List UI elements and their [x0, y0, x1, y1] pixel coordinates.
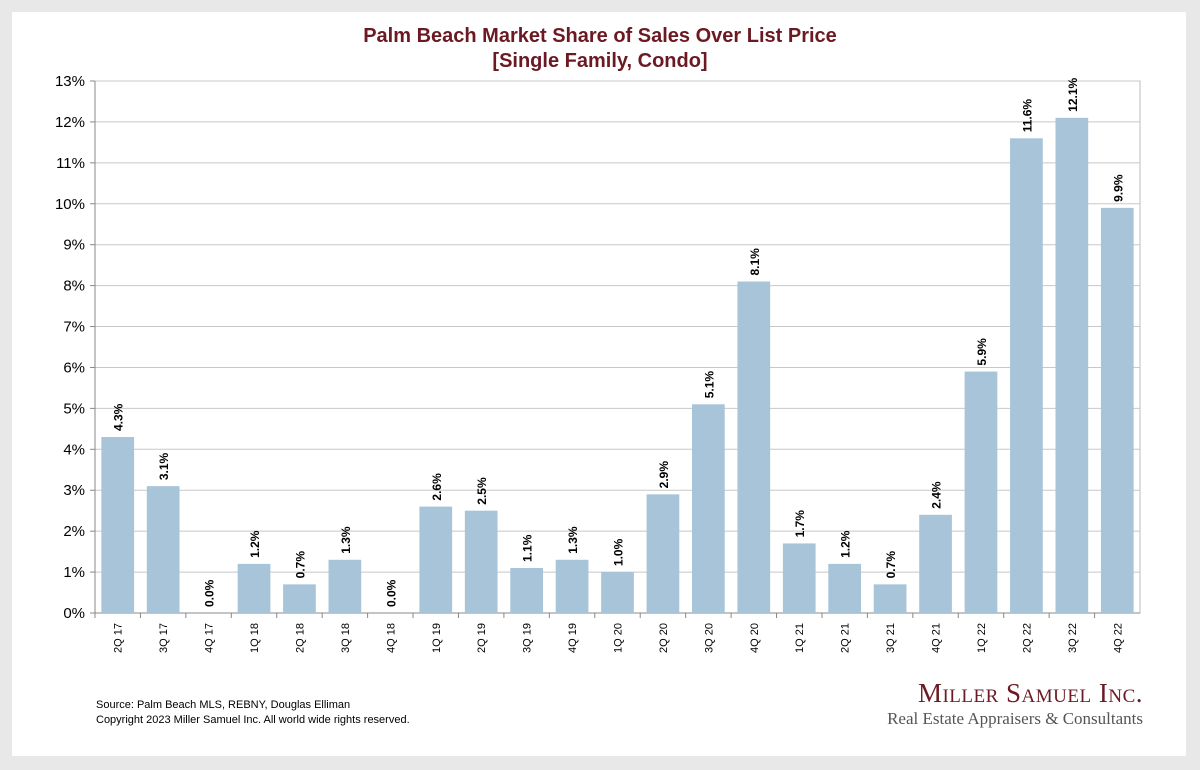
bar	[555, 559, 589, 613]
data-label: 5.9%	[975, 338, 989, 366]
x-tick-label: 1Q 19	[431, 623, 443, 653]
data-label: 0.7%	[884, 551, 898, 579]
x-tick-label: 2Q 17	[113, 623, 125, 653]
x-tick-label: 2Q 20	[658, 623, 670, 653]
x-tick-label: 2Q 21	[840, 623, 852, 653]
data-label: 1.3%	[339, 526, 353, 554]
chart-title: Palm Beach Market Share of Sales Over Li…	[363, 25, 837, 47]
x-tick-label: 3Q 18	[340, 623, 352, 653]
x-tick-label: 4Q 18	[385, 623, 397, 653]
data-label: 2.9%	[657, 461, 671, 489]
x-tick-label: 1Q 20	[613, 623, 625, 653]
data-label: 2.5%	[475, 477, 489, 505]
bar	[283, 584, 316, 613]
data-label: 3.1%	[157, 452, 171, 480]
y-tick-label: 1%	[63, 564, 85, 581]
chart-title-block: Palm Beach Market Share of Sales Over Li…	[0, 24, 1200, 74]
x-tick-label: 4Q 21	[931, 623, 943, 653]
x-tick-label: 3Q 20	[703, 623, 715, 653]
brand-logo: Miller Samuel Inc. Real Estate Appraiser…	[887, 678, 1143, 730]
y-tick-label: 8%	[63, 278, 85, 295]
bar	[919, 514, 952, 613]
bar	[1010, 138, 1043, 614]
y-tick-label: 2%	[63, 523, 85, 540]
bar	[146, 486, 180, 613]
chart-subtitle: [Single Family, Condo]	[492, 50, 708, 72]
data-label: 11.6%	[1020, 99, 1034, 133]
y-tick-label: 11%	[56, 155, 85, 172]
data-label: 1.7%	[793, 510, 807, 538]
bar	[646, 494, 680, 613]
data-label: 1.2%	[248, 530, 262, 558]
x-tick-label: 4Q 20	[749, 623, 761, 653]
data-label: 1.0%	[612, 538, 626, 566]
x-tick-label: 3Q 21	[885, 623, 897, 653]
data-label: 4.3%	[112, 403, 126, 431]
data-label: 12.1%	[1066, 77, 1080, 111]
y-tick-label: 5%	[63, 400, 85, 417]
bar	[328, 559, 362, 613]
y-tick-label: 0%	[63, 605, 85, 622]
bar	[237, 563, 271, 613]
x-tick-label: 3Q 22	[1067, 623, 1079, 653]
data-label: 0.0%	[384, 579, 398, 607]
brand-tagline: Real Estate Appraisers & Consultants	[887, 709, 1143, 728]
bar	[1055, 117, 1089, 613]
bar	[1100, 207, 1134, 613]
data-label: 8.1%	[748, 248, 762, 276]
source-note: Source: Palm Beach MLS, REBNY, Douglas E…	[96, 699, 351, 711]
x-tick-label: 4Q 19	[567, 623, 579, 653]
data-label: 9.9%	[1111, 174, 1125, 202]
data-label: 1.3%	[566, 526, 580, 554]
x-tick-label: 1Q 22	[976, 623, 988, 653]
x-tick-label: 4Q 17	[204, 623, 216, 653]
data-label: 5.1%	[702, 371, 716, 399]
data-label: 0.0%	[203, 579, 217, 607]
data-label: 1.1%	[521, 534, 535, 562]
bar	[419, 506, 453, 613]
brand-name: Miller Samuel Inc.	[917, 678, 1143, 708]
y-tick-label: 13%	[55, 73, 85, 90]
x-tick-label: 2Q 19	[476, 623, 488, 653]
bar	[601, 572, 634, 613]
data-label: 0.7%	[293, 551, 307, 579]
bar	[692, 404, 725, 613]
y-tick-label: 4%	[63, 441, 85, 458]
y-tick-label: 6%	[63, 359, 85, 376]
bar	[464, 510, 498, 613]
data-label: 2.6%	[430, 473, 444, 501]
x-tick-label: 2Q 18	[294, 623, 306, 653]
bar	[782, 543, 816, 613]
y-tick-label: 3%	[63, 482, 85, 499]
bar	[101, 437, 135, 613]
y-tick-label: 9%	[63, 237, 85, 254]
y-tick-label: 12%	[55, 114, 85, 131]
bar	[873, 584, 907, 613]
bar	[828, 563, 862, 613]
bar	[510, 567, 543, 613]
bar	[737, 281, 771, 613]
x-tick-label: 2Q 22	[1021, 623, 1033, 653]
y-tick-label: 7%	[63, 319, 85, 336]
y-tick-label: 10%	[55, 196, 85, 213]
x-tick-label: 3Q 19	[522, 623, 534, 653]
data-label: 2.4%	[930, 481, 944, 509]
data-label: 1.2%	[839, 530, 853, 558]
x-tick-label: 4Q 22	[1112, 623, 1124, 653]
x-tick-label: 1Q 21	[794, 623, 806, 653]
copyright-note: Copyright 2023 Miller Samuel Inc. All wo…	[96, 714, 410, 726]
x-tick-label: 3Q 17	[158, 623, 170, 653]
bar	[964, 371, 998, 613]
x-tick-label: 1Q 18	[249, 623, 261, 653]
